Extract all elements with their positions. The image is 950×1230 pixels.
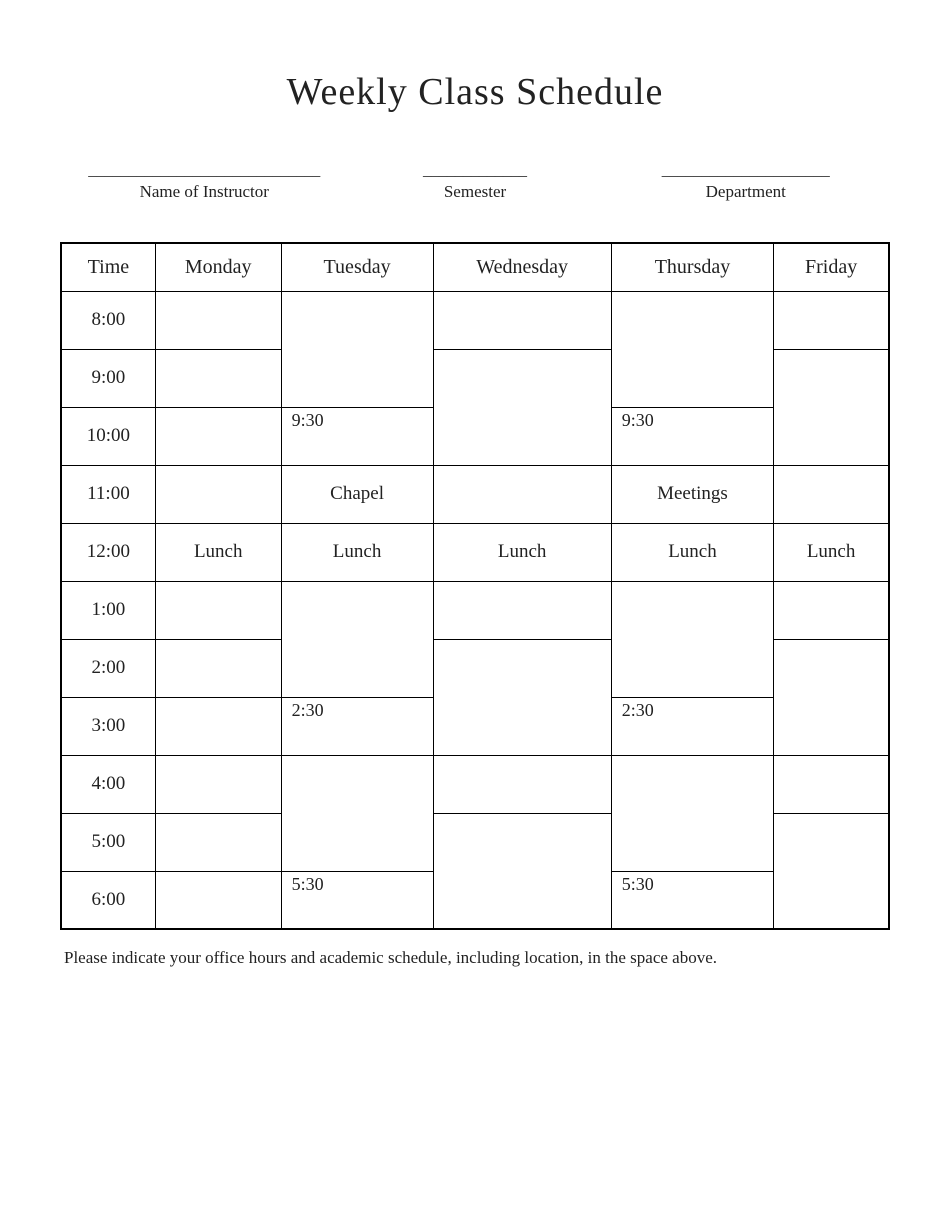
cell-fri-2to3 [774,639,889,755]
cell-thu-11-meetings: Meetings [611,465,773,523]
col-wednesday: Wednesday [433,243,611,291]
cell-mon-11 [155,465,281,523]
cell-mon-12-lunch: Lunch [155,523,281,581]
cell-fri-1 [774,581,889,639]
field-department: _____________________ Department [602,164,890,202]
cell-thu-8to10: 9:30 [611,291,773,465]
thu-930-label: 9:30 [612,408,773,435]
time-label: 9:00 [61,349,155,407]
cell-tue-12-lunch: Lunch [281,523,433,581]
table-row: 1:00 2:30 2:30 [61,581,889,639]
cell-mon-9 [155,349,281,407]
time-label: 2:00 [61,639,155,697]
cell-tue-8to10: 9:30 [281,291,433,465]
cell-wed-12-lunch: Lunch [433,523,611,581]
field-semester: _____________ Semester [388,164,561,202]
schedule-table: Time Monday Tuesday Wednesday Thursday F… [60,242,890,930]
page-title: Weekly Class Schedule [60,70,890,114]
cell-thu-12-lunch: Lunch [611,523,773,581]
tue-530-label: 5:30 [282,872,433,899]
time-label: 4:00 [61,755,155,813]
cell-mon-1 [155,581,281,639]
cell-tue-11-chapel: Chapel [281,465,433,523]
header-fields: _____________________________ Name of In… [60,164,890,202]
cell-fri-12-lunch: Lunch [774,523,889,581]
cell-wed-11 [433,465,611,523]
cell-tue-1to3: 2:30 [281,581,433,755]
time-label: 10:00 [61,407,155,465]
table-row: 12:00 Lunch Lunch Lunch Lunch Lunch [61,523,889,581]
field-semester-label: Semester [388,182,561,202]
tue-930-label: 9:30 [282,408,433,435]
col-tuesday: Tuesday [281,243,433,291]
time-label: 8:00 [61,291,155,349]
footer-note: Please indicate your office hours and ac… [60,948,890,968]
cell-fri-9to10 [774,349,889,465]
thu-530-label: 5:30 [612,872,773,899]
thu-230-label: 2:30 [612,698,773,725]
cell-fri-5to6 [774,813,889,929]
cell-wed-8 [433,291,611,349]
cell-wed-2to3 [433,639,611,755]
cell-tue-4to6: 5:30 [281,755,433,929]
cell-fri-4 [774,755,889,813]
time-label: 11:00 [61,465,155,523]
col-thursday: Thursday [611,243,773,291]
field-semester-line: _____________ [388,164,561,178]
col-monday: Monday [155,243,281,291]
cell-mon-6 [155,871,281,929]
field-department-label: Department [602,182,890,202]
field-instructor-line: _____________________________ [60,164,348,178]
cell-mon-8 [155,291,281,349]
cell-fri-8 [774,291,889,349]
cell-thu-4to6: 5:30 [611,755,773,929]
time-label: 12:00 [61,523,155,581]
time-label: 5:00 [61,813,155,871]
cell-wed-5to6 [433,813,611,929]
col-time: Time [61,243,155,291]
cell-mon-10 [155,407,281,465]
cell-wed-9to10 [433,349,611,465]
cell-thu-1to3: 2:30 [611,581,773,755]
cell-fri-11 [774,465,889,523]
time-label: 1:00 [61,581,155,639]
table-row: 11:00 Chapel Meetings [61,465,889,523]
field-instructor: _____________________________ Name of In… [60,164,348,202]
cell-mon-4 [155,755,281,813]
field-department-line: _____________________ [602,164,890,178]
cell-mon-3 [155,697,281,755]
time-label: 3:00 [61,697,155,755]
table-header-row: Time Monday Tuesday Wednesday Thursday F… [61,243,889,291]
cell-mon-2 [155,639,281,697]
col-friday: Friday [774,243,889,291]
table-row: 8:00 9:30 9:30 [61,291,889,349]
cell-wed-4 [433,755,611,813]
time-label: 6:00 [61,871,155,929]
cell-mon-5 [155,813,281,871]
tue-230-label: 2:30 [282,698,433,725]
field-instructor-label: Name of Instructor [60,182,348,202]
table-row: 4:00 5:30 5:30 [61,755,889,813]
cell-wed-1 [433,581,611,639]
